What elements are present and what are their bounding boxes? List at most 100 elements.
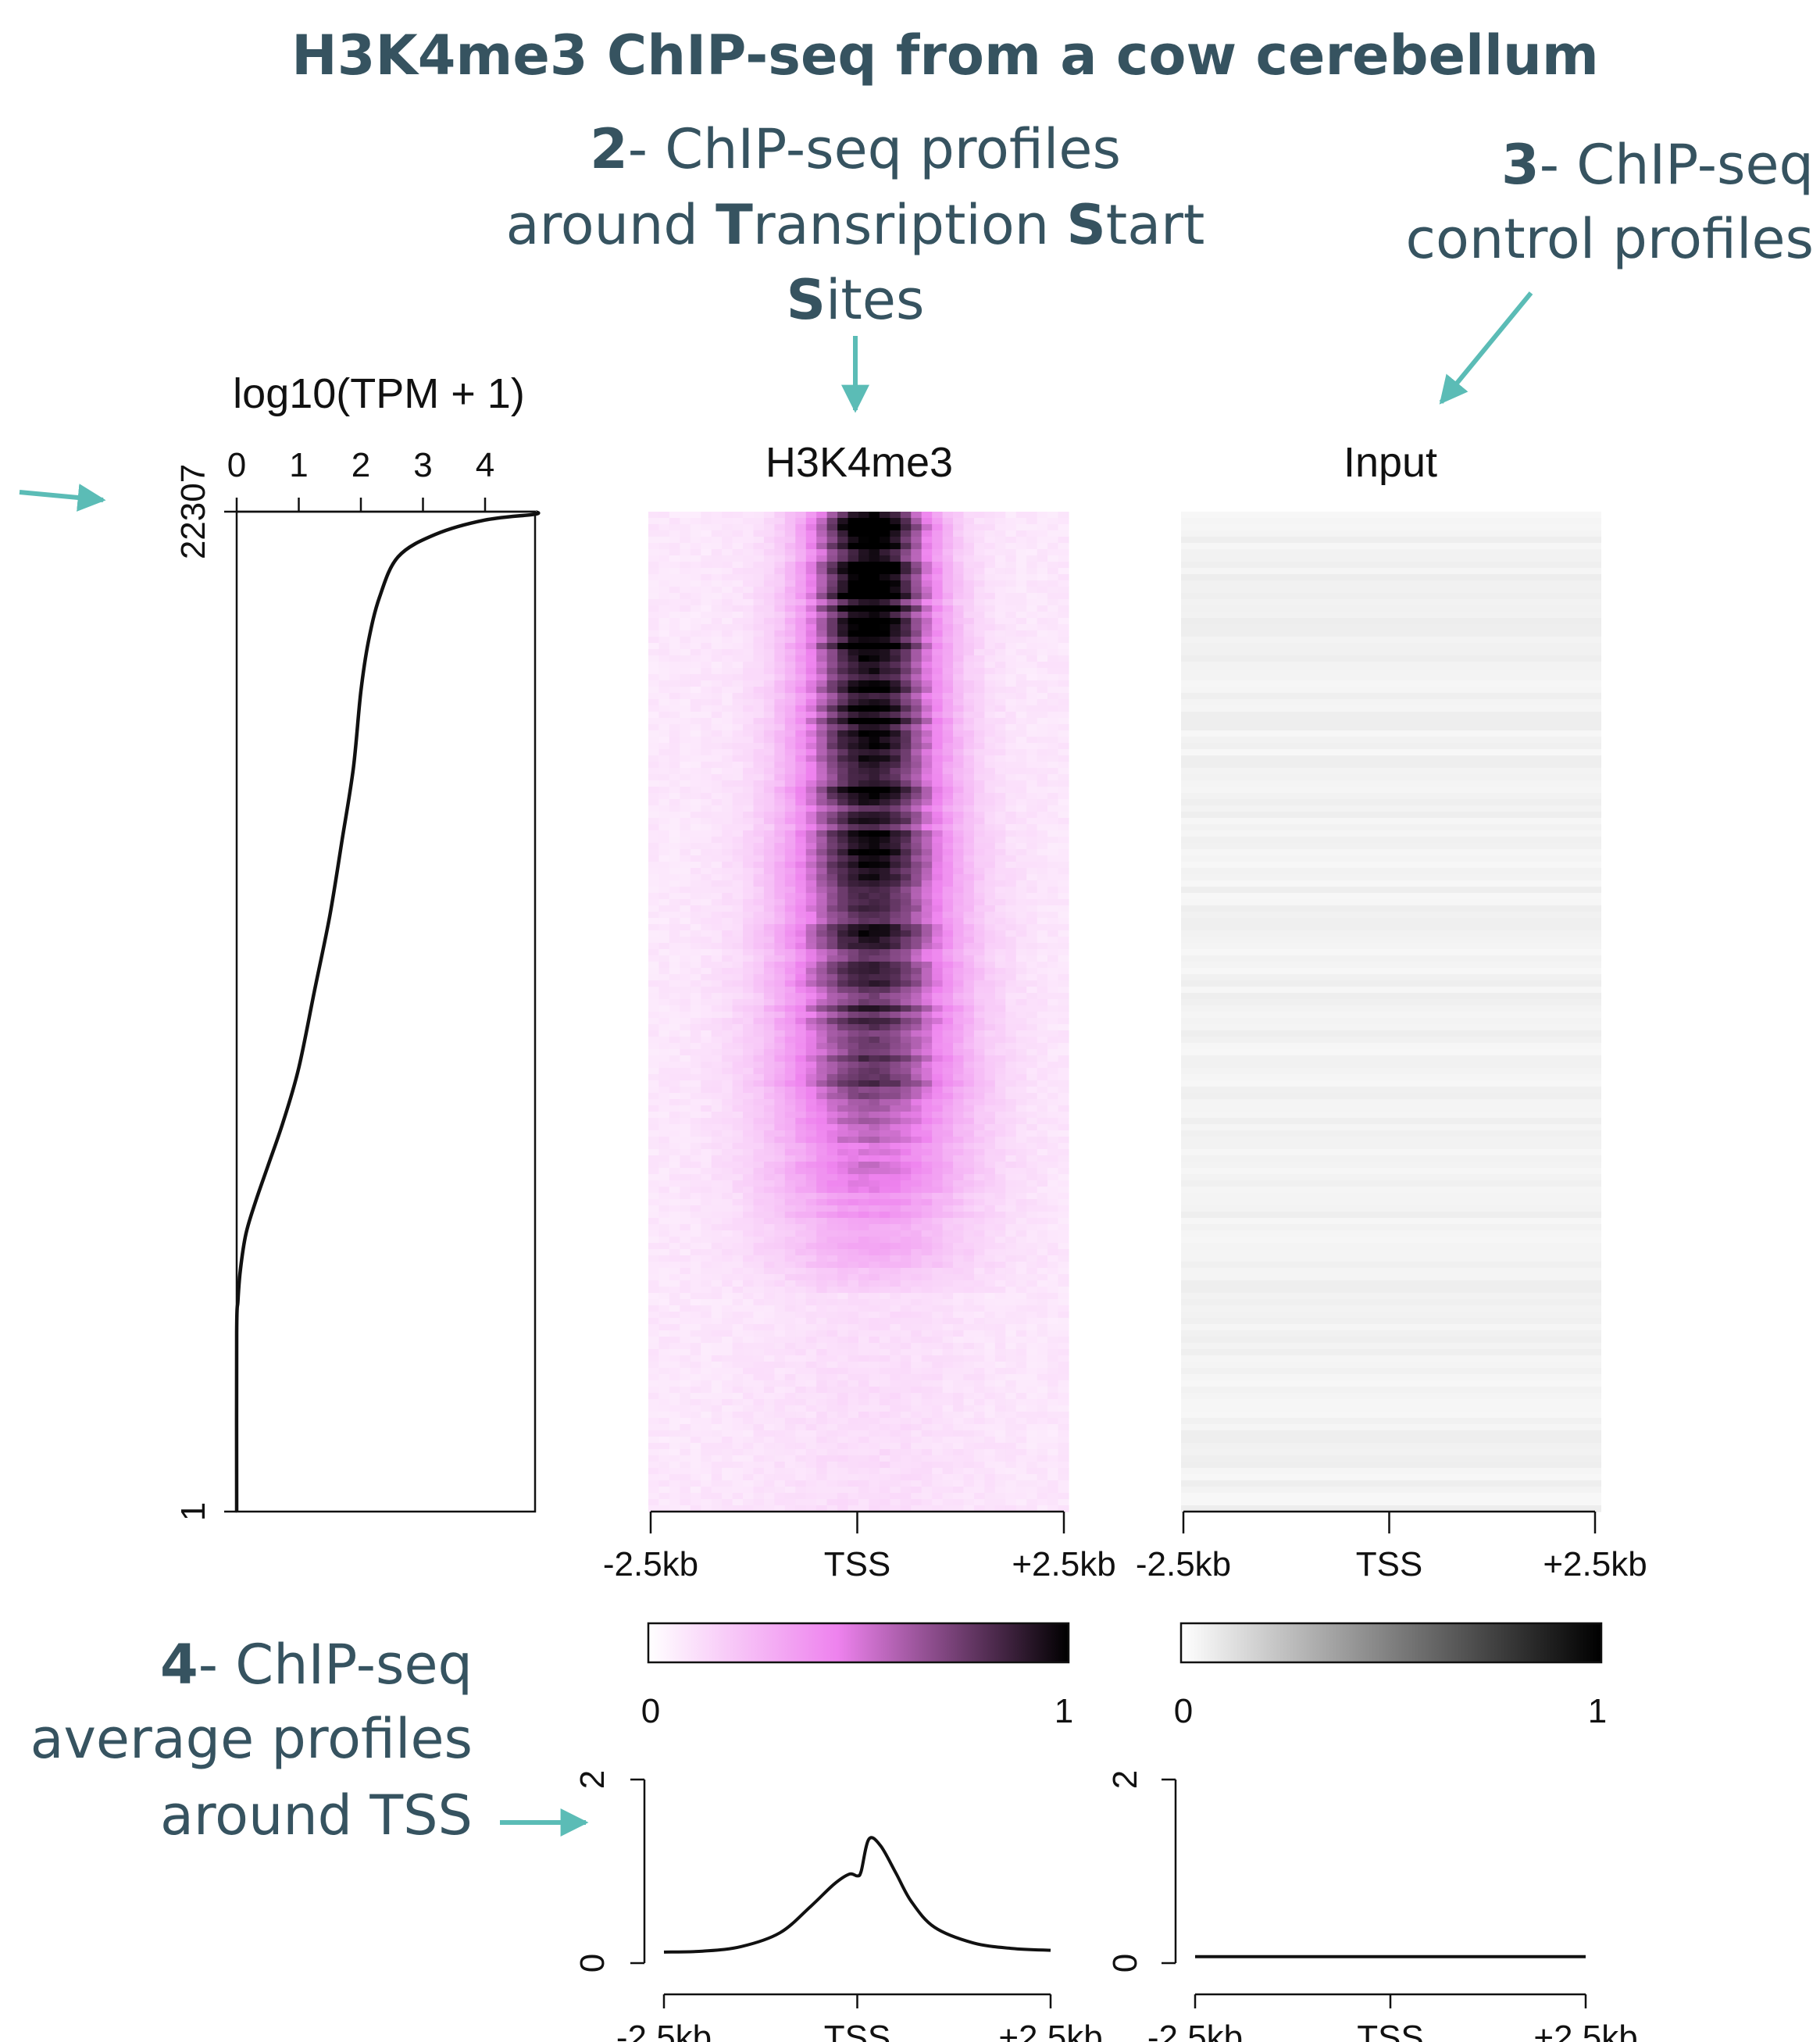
heatmap-cell xyxy=(732,1262,744,1269)
heatmap-cell xyxy=(743,1024,755,1031)
heatmap-cell xyxy=(932,730,944,737)
heatmap-cell xyxy=(963,1099,975,1106)
heatmap-cell xyxy=(879,1124,890,1131)
heatmap-cell xyxy=(690,1199,701,1206)
heatmap-cell xyxy=(1015,1024,1027,1031)
heatmap-cell xyxy=(994,1174,1006,1181)
heatmap-cell xyxy=(900,524,912,531)
heatmap-cell xyxy=(1015,818,1027,825)
heatmap-cell xyxy=(900,724,912,731)
heatmap-cell xyxy=(658,530,670,537)
heatmap-cell xyxy=(1026,1130,1038,1137)
heatmap-cell xyxy=(1058,1074,1069,1081)
heatmap-cell xyxy=(690,1155,701,1162)
heatmap-cell xyxy=(1015,668,1027,675)
heatmap-cell xyxy=(994,924,1006,931)
heatmap-cell xyxy=(973,987,985,994)
heatmap-cell xyxy=(1037,993,1048,1000)
heatmap-cell xyxy=(658,1249,670,1256)
heatmap-cell xyxy=(816,1087,828,1094)
heatmap-cell xyxy=(826,680,838,687)
heatmap-cell xyxy=(848,580,859,587)
heatmap-cell xyxy=(774,1012,786,1019)
heatmap-cell xyxy=(690,537,701,544)
heatmap-cell xyxy=(869,518,880,525)
heatmap-cell xyxy=(1026,768,1038,775)
heatmap-cell xyxy=(805,862,817,869)
heatmap-cell xyxy=(911,1205,922,1212)
heatmap-cell xyxy=(648,1237,660,1244)
heatmap-cell xyxy=(774,512,786,519)
heatmap-cell xyxy=(743,1012,755,1019)
heatmap-cell xyxy=(701,724,712,731)
heatmap-cell xyxy=(690,1168,701,1175)
heatmap-cell xyxy=(848,1087,859,1094)
heatmap-cell xyxy=(869,674,880,681)
heatmap-cell xyxy=(848,1012,859,1019)
heatmap-cell xyxy=(900,755,912,762)
heatmap-cell xyxy=(680,1224,691,1231)
heatmap-cell xyxy=(1058,962,1069,969)
heatmap-cell xyxy=(1058,568,1069,575)
heatmap-cell xyxy=(711,874,723,881)
heatmap-cell xyxy=(984,887,996,894)
heatmap-cell xyxy=(953,968,965,975)
heatmap-cell xyxy=(963,999,975,1006)
heatmap-cell xyxy=(711,880,723,887)
heatmap-cell xyxy=(879,924,890,931)
heatmap-cell xyxy=(869,899,880,906)
heatmap-cell xyxy=(848,1018,859,1025)
heatmap-cell xyxy=(805,712,817,719)
heatmap-cell xyxy=(669,1080,680,1087)
heatmap-cell xyxy=(890,1062,901,1069)
heatmap-cell xyxy=(774,530,786,537)
heatmap-cell xyxy=(869,874,880,881)
heatmap-cell xyxy=(837,737,849,744)
heatmap-cell xyxy=(1037,537,1048,544)
heatmap-cell xyxy=(1047,1162,1059,1169)
heatmap-cell xyxy=(795,1199,807,1206)
heatmap-cell xyxy=(826,1212,838,1219)
heatmap-cell xyxy=(994,1243,1006,1250)
heatmap-cell xyxy=(795,999,807,1006)
heatmap-cell xyxy=(826,668,838,675)
heatmap-cell xyxy=(848,855,859,862)
heatmap-cell xyxy=(743,518,755,525)
heatmap-cell xyxy=(858,974,870,981)
heatmap-cell xyxy=(680,849,691,856)
heatmap-cell xyxy=(921,1155,933,1162)
heatmap-cell xyxy=(680,1168,691,1175)
heatmap-cell xyxy=(869,549,880,556)
heatmap-cell xyxy=(763,874,775,881)
heatmap-cell xyxy=(973,1130,985,1137)
heatmap-cell xyxy=(890,1205,901,1212)
heatmap-cell xyxy=(1047,962,1059,969)
heatmap-cell xyxy=(648,980,660,987)
heatmap-cell xyxy=(1005,855,1017,862)
heatmap-cell xyxy=(722,1168,733,1175)
heatmap-cell xyxy=(900,1043,912,1050)
heatmap-cell xyxy=(774,830,786,837)
heatmap-cell xyxy=(1058,693,1069,700)
heatmap-cell xyxy=(648,1118,660,1125)
heatmap-cell xyxy=(921,693,933,700)
heatmap-cell xyxy=(795,555,807,562)
heatmap-cell xyxy=(984,680,996,687)
heatmap-cell xyxy=(774,962,786,969)
heatmap-cell xyxy=(680,1055,691,1062)
heatmap-cell xyxy=(890,699,901,706)
heatmap-cell xyxy=(774,730,786,737)
heatmap-cell xyxy=(890,549,901,556)
heatmap-cell xyxy=(953,562,965,569)
heatmap-cell xyxy=(784,1224,796,1231)
heatmap-cell xyxy=(763,605,775,612)
heatmap-cell xyxy=(763,974,775,981)
heatmap-cell xyxy=(1047,637,1059,644)
heatmap-cell xyxy=(837,980,849,987)
heatmap-cell xyxy=(743,1018,755,1025)
heatmap-cell xyxy=(994,962,1006,969)
heatmap-cell xyxy=(763,580,775,587)
heatmap-cell xyxy=(869,762,880,769)
heatmap-cell xyxy=(648,855,660,862)
heatmap-cell xyxy=(669,849,680,856)
